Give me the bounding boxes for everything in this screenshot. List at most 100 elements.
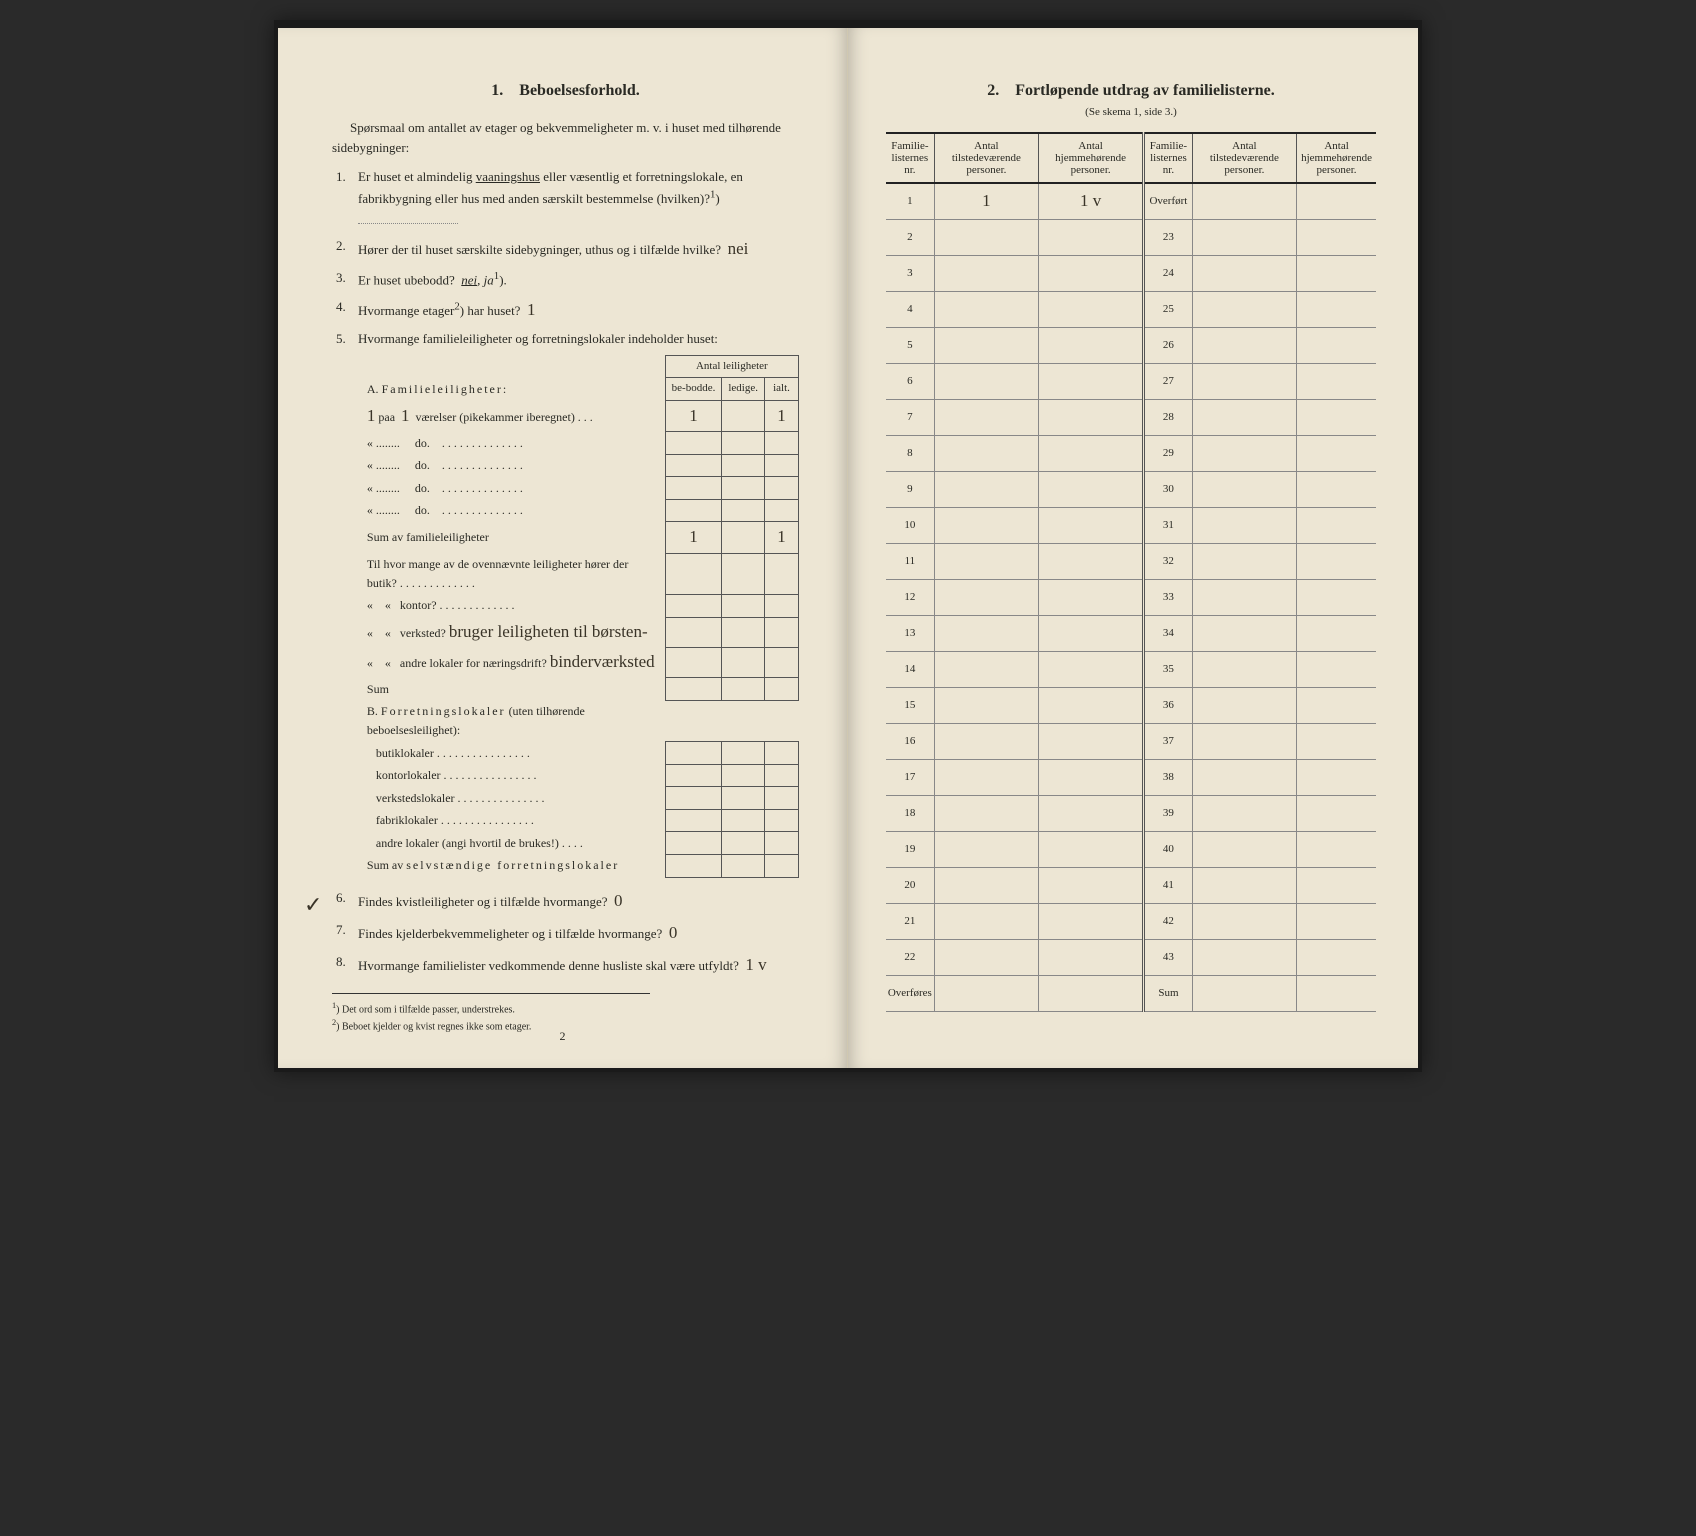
til-butik: Til hvor mange av de ovennævnte leilighe… bbox=[361, 553, 665, 594]
row-present-right bbox=[1192, 651, 1296, 687]
left-section-title: 1. Beboelsesforhold. bbox=[332, 82, 799, 100]
row-home-right bbox=[1297, 543, 1376, 579]
row-present-left bbox=[934, 615, 1038, 651]
th-present-2: Antal tilstedeværende personer. bbox=[1192, 133, 1296, 183]
row-home-right bbox=[1297, 903, 1376, 939]
q3-nei: nei bbox=[461, 272, 477, 287]
table-row: Overføres Sum bbox=[886, 975, 1376, 1011]
row-present-right bbox=[1192, 183, 1296, 219]
row-home-right bbox=[1297, 291, 1376, 327]
row-present-right bbox=[1192, 831, 1296, 867]
row-home-right bbox=[1297, 615, 1376, 651]
row-home-left bbox=[1039, 507, 1144, 543]
row-present-left bbox=[934, 399, 1038, 435]
til-andre: « « andre lokaler for næringsdrift? bind… bbox=[361, 647, 665, 677]
table-row: 1637 bbox=[886, 723, 1376, 759]
row-nr-left: 8 bbox=[886, 435, 934, 471]
q2-text: Hører der til huset særskilte sidebygnin… bbox=[358, 242, 721, 257]
row-nr-left: 18 bbox=[886, 795, 934, 831]
margin-check-icon: ✓ bbox=[304, 892, 322, 918]
row-nr-right: Overført bbox=[1144, 183, 1193, 219]
table-row: 324 bbox=[886, 255, 1376, 291]
row-present-right bbox=[1192, 399, 1296, 435]
row-present-left bbox=[934, 867, 1038, 903]
row-nr-left: 4 bbox=[886, 291, 934, 327]
row-home-left bbox=[1039, 543, 1144, 579]
row-present-right bbox=[1192, 975, 1296, 1011]
row-nr-right: 27 bbox=[1144, 363, 1193, 399]
table-row: 2243 bbox=[886, 939, 1376, 975]
row-present-right bbox=[1192, 867, 1296, 903]
row-present-left bbox=[934, 831, 1038, 867]
row-present-left bbox=[934, 255, 1038, 291]
table-row: 2041 bbox=[886, 867, 1376, 903]
a-row-do-1: « ........ do. . . . . . . . . . . . . .… bbox=[361, 432, 799, 455]
row-nr-left: 10 bbox=[886, 507, 934, 543]
q8-answer: 1 v bbox=[745, 955, 766, 974]
footnote-1: 1) Det ord som i tilfælde passer, unders… bbox=[332, 1000, 650, 1017]
row-home-right bbox=[1297, 867, 1376, 903]
th-nr-1: Familie-listernes nr. bbox=[886, 133, 934, 183]
q2-number: 2. bbox=[336, 236, 346, 256]
table-row: 1536 bbox=[886, 687, 1376, 723]
th-home-2: Antal hjemmehørende personer. bbox=[1297, 133, 1376, 183]
row-present-left bbox=[934, 291, 1038, 327]
row-nr-right: Sum bbox=[1144, 975, 1193, 1011]
right-section-title: 2. Fortløpende utdrag av familielisterne… bbox=[886, 82, 1376, 100]
q8-number: 8. bbox=[336, 952, 346, 972]
row-present-left bbox=[934, 471, 1038, 507]
row-home-left bbox=[1039, 939, 1144, 975]
family-list-table: Familie-listernes nr. Antal tilstedevære… bbox=[886, 132, 1376, 1012]
row-home-right bbox=[1297, 471, 1376, 507]
row-present-right bbox=[1192, 687, 1296, 723]
row-home-right bbox=[1297, 255, 1376, 291]
row-home-right bbox=[1297, 975, 1376, 1011]
row-home-left bbox=[1039, 615, 1144, 651]
til-sum: Sum bbox=[361, 678, 665, 701]
q4-text: Hvormange etager bbox=[358, 303, 454, 318]
row-present-right bbox=[1192, 903, 1296, 939]
q8-text: Hvormange familielister vedkommende denn… bbox=[358, 958, 739, 973]
row-present-right bbox=[1192, 579, 1296, 615]
row-nr-left: 12 bbox=[886, 579, 934, 615]
row-home-left bbox=[1039, 363, 1144, 399]
a-row-do-2: « ........ do. . . . . . . . . . . . . .… bbox=[361, 454, 799, 477]
row-nr-right: 41 bbox=[1144, 867, 1193, 903]
row-home-right bbox=[1297, 723, 1376, 759]
row-nr-left: 9 bbox=[886, 471, 934, 507]
row-present-right bbox=[1192, 759, 1296, 795]
row-present-right bbox=[1192, 291, 1296, 327]
row-present-right bbox=[1192, 435, 1296, 471]
a-row-1: 1 paa 1 værelser (pikekammer iberegnet) … bbox=[361, 400, 799, 431]
row-home-left bbox=[1039, 651, 1144, 687]
table-row: 1334 bbox=[886, 615, 1376, 651]
section-number: 1. bbox=[491, 82, 503, 99]
row-present-left bbox=[934, 327, 1038, 363]
row-home-right bbox=[1297, 795, 1376, 831]
row-nr-right: 25 bbox=[1144, 291, 1193, 327]
row-nr-left: 7 bbox=[886, 399, 934, 435]
table-row: 1738 bbox=[886, 759, 1376, 795]
row-present-right bbox=[1192, 507, 1296, 543]
row-present-right bbox=[1192, 723, 1296, 759]
row-home-left bbox=[1039, 255, 1144, 291]
row-home-left bbox=[1039, 327, 1144, 363]
row-nr-right: 39 bbox=[1144, 795, 1193, 831]
row-nr-left: Overføres bbox=[886, 975, 934, 1011]
b-butik: butiklokaler . . . . . . . . . . . . . .… bbox=[361, 742, 665, 765]
a-sum-row: Sum av familieleiligheter 1 1 bbox=[361, 522, 799, 553]
row-home-right bbox=[1297, 687, 1376, 723]
q7-number: 7. bbox=[336, 920, 346, 940]
row-home-left bbox=[1039, 435, 1144, 471]
mini-header-top: Antal leiligheter bbox=[665, 356, 798, 378]
intro-text: Spørsmaal om antallet av etager og bekve… bbox=[332, 118, 799, 157]
section-number-2: 2. bbox=[987, 82, 999, 99]
th-present-1: Antal tilstedeværende personer. bbox=[934, 133, 1038, 183]
row-home-right bbox=[1297, 831, 1376, 867]
row-home-left bbox=[1039, 723, 1144, 759]
a-row-do-3: « ........ do. . . . . . . . . . . . . .… bbox=[361, 477, 799, 500]
row-home-right bbox=[1297, 759, 1376, 795]
row-present-left bbox=[934, 219, 1038, 255]
row-present-right bbox=[1192, 471, 1296, 507]
table-row: 829 bbox=[886, 435, 1376, 471]
